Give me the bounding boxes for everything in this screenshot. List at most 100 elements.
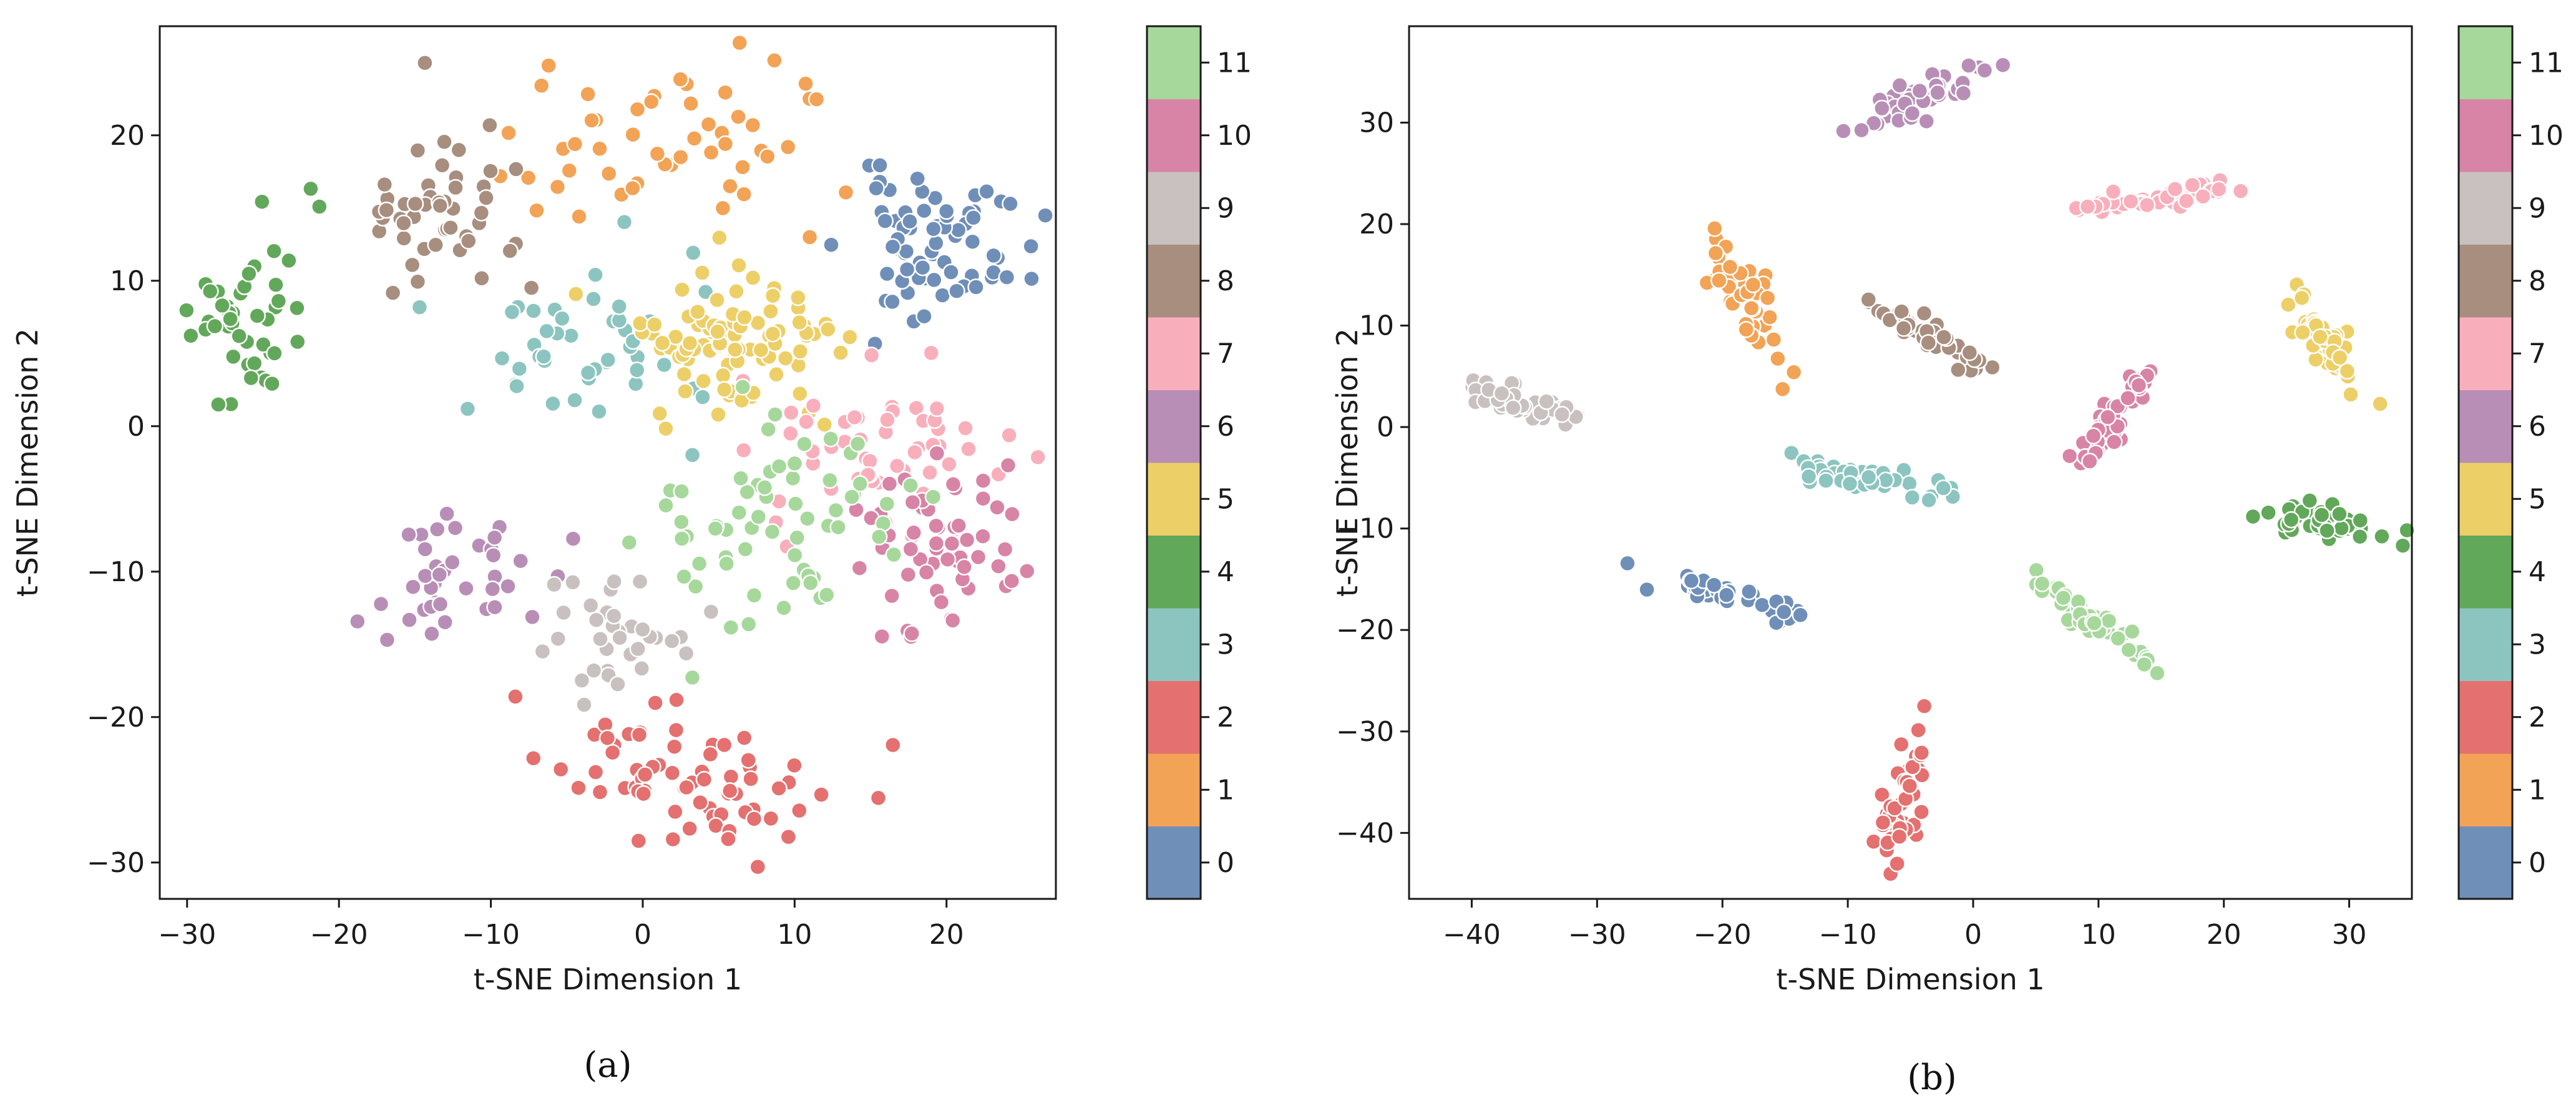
data-point — [1003, 505, 1021, 523]
data-point — [433, 157, 451, 174]
cluster-class-9 — [1463, 371, 1586, 433]
cluster-class-4 — [2244, 492, 2416, 554]
data-point — [822, 430, 839, 448]
data-point — [756, 479, 774, 496]
data-point — [1935, 328, 1953, 346]
data-point — [921, 464, 939, 481]
colorbar-frame — [2457, 25, 2514, 900]
data-point — [1860, 291, 1877, 308]
colorbar-tick-label: 1 — [2529, 774, 2546, 806]
data-point — [791, 801, 808, 820]
data-point — [1018, 562, 1036, 580]
data-point — [507, 688, 524, 705]
data-point — [675, 568, 693, 586]
data-point — [764, 325, 782, 343]
data-point — [431, 596, 449, 613]
data-point — [2079, 198, 2097, 215]
data-point — [554, 310, 571, 328]
data-point — [240, 265, 258, 283]
data-point — [990, 557, 1007, 575]
data-point — [1721, 258, 1739, 276]
data-point — [744, 269, 762, 287]
data-point — [253, 193, 271, 210]
data-point — [302, 180, 320, 198]
data-point — [409, 142, 427, 159]
data-point — [917, 564, 935, 581]
data-point — [786, 454, 804, 473]
data-point — [904, 493, 922, 511]
data-point — [620, 534, 638, 551]
data-point — [729, 108, 747, 125]
data-point — [791, 343, 809, 360]
data-point — [766, 406, 784, 423]
data-point — [829, 518, 847, 536]
data-point — [401, 611, 418, 629]
data-point — [459, 400, 477, 418]
data-point — [1638, 581, 1656, 599]
data-point — [1817, 472, 1835, 489]
data-point — [673, 513, 690, 531]
data-point — [734, 158, 751, 176]
data-point — [812, 786, 830, 803]
data-point — [883, 587, 900, 605]
data-point — [759, 421, 777, 438]
data-point — [202, 282, 219, 300]
data-point — [907, 399, 925, 417]
data-point — [1744, 276, 1762, 293]
data-point — [942, 263, 960, 281]
data-point — [867, 179, 885, 197]
data-point — [690, 555, 708, 572]
colorbar-tick-label: 11 — [2529, 47, 2564, 79]
data-point — [762, 810, 780, 828]
data-point — [683, 446, 701, 464]
data-point — [927, 517, 945, 535]
data-point — [376, 175, 394, 194]
data-point — [730, 257, 748, 274]
data-point — [1960, 57, 1978, 74]
data-point — [508, 377, 525, 395]
data-point — [603, 743, 622, 762]
colorbar: 0 1 2 3 4 5 6 7 8 9 10 11 — [1146, 25, 1252, 900]
data-point — [937, 202, 955, 220]
data-point — [1903, 104, 1921, 122]
data-point — [965, 209, 982, 227]
data-point — [624, 125, 642, 144]
data-point — [657, 419, 675, 438]
data-point — [2149, 664, 2166, 682]
y-axis-label: t-SNE Dimension 2 — [11, 328, 44, 597]
data-point — [1765, 331, 1783, 348]
data-point — [1994, 56, 2012, 74]
data-point — [1961, 344, 1979, 361]
data-point — [570, 208, 588, 225]
data-point — [716, 135, 734, 153]
data-point — [1918, 112, 1935, 130]
data-point — [978, 183, 995, 200]
data-point — [404, 578, 422, 596]
data-point — [798, 413, 815, 431]
data-point — [689, 303, 706, 321]
data-point — [265, 242, 283, 260]
data-point — [2351, 511, 2369, 529]
data-point — [512, 552, 529, 570]
data-point — [2331, 505, 2348, 523]
y-tick-label: 10 — [1359, 310, 1394, 342]
data-point — [709, 323, 726, 341]
data-point — [673, 483, 690, 500]
data-point — [776, 350, 794, 367]
data-point — [691, 793, 709, 811]
data-point — [944, 476, 962, 493]
data-point — [762, 302, 779, 320]
data-point — [1949, 361, 1967, 379]
data-point — [630, 726, 648, 743]
data-point — [878, 265, 896, 283]
data-point — [1929, 84, 1946, 102]
data-point — [1920, 491, 1938, 509]
data-point — [1619, 554, 1636, 572]
colorbar-tick-label: 2 — [1217, 702, 1234, 733]
data-point — [871, 157, 889, 174]
data-point — [566, 391, 583, 409]
data-point — [885, 546, 903, 564]
data-point — [878, 495, 896, 512]
data-point — [884, 736, 902, 754]
data-point — [884, 238, 902, 256]
